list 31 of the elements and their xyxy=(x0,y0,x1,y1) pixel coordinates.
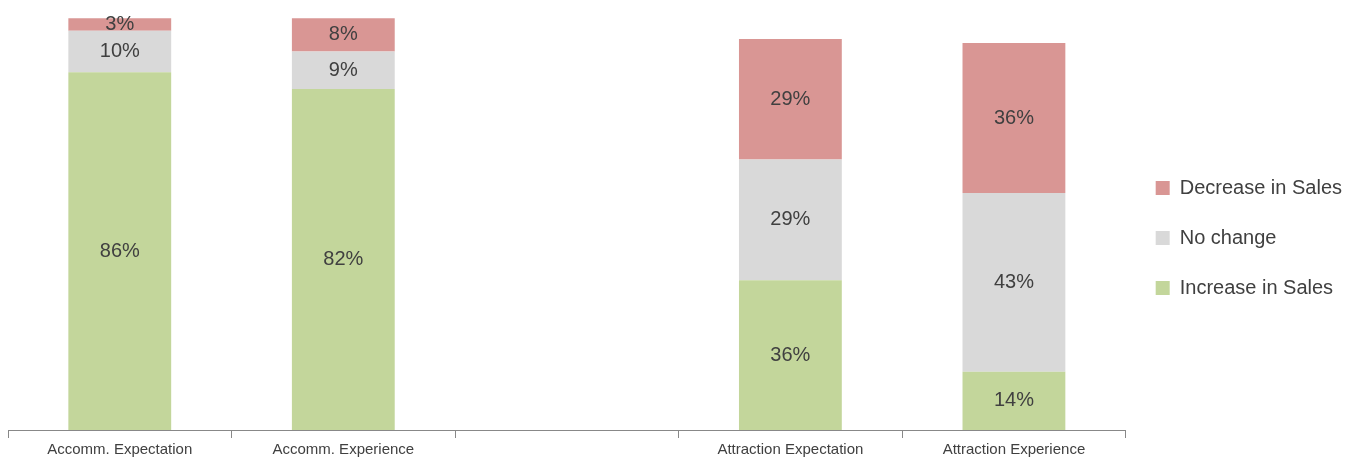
bar xyxy=(738,38,842,160)
x-tick-label: Attraction Experience xyxy=(942,440,1086,458)
legend-label: Decrease in Sales xyxy=(1179,175,1343,198)
data-label: 8% xyxy=(328,22,358,45)
bar xyxy=(738,280,842,430)
data-label: 10% xyxy=(99,38,140,61)
bar xyxy=(291,51,395,89)
data-label: 36% xyxy=(993,105,1035,128)
data-label: 86% xyxy=(99,238,140,261)
x-tick-label: Accomm. Expectation xyxy=(47,440,193,458)
bar xyxy=(291,18,395,52)
x-tick-label: Attraction Expectation xyxy=(717,440,864,458)
legend-label: Increase in Sales xyxy=(1179,275,1334,298)
x-tick-label: Accomm. Experience xyxy=(272,440,415,458)
data-label: 3% xyxy=(105,11,135,34)
bar xyxy=(962,192,1066,372)
bar xyxy=(68,18,172,31)
bar xyxy=(68,30,172,73)
bar xyxy=(962,371,1066,430)
data-label: 43% xyxy=(993,269,1035,292)
data-label: 29% xyxy=(770,207,811,230)
data-label: 9% xyxy=(328,57,358,80)
legend-label: No change xyxy=(1179,225,1277,248)
bar xyxy=(68,72,172,430)
bar xyxy=(291,88,395,430)
data-label: 82% xyxy=(323,246,364,269)
data-label: 29% xyxy=(770,86,811,109)
data-label: 14% xyxy=(993,388,1035,411)
data-label: 36% xyxy=(770,342,811,365)
bar xyxy=(962,43,1066,193)
bar xyxy=(738,159,842,281)
